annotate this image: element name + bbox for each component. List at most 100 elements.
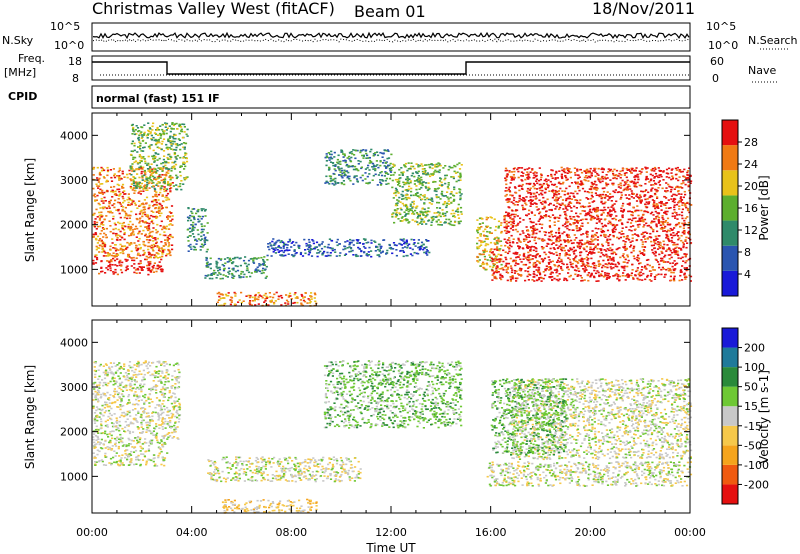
- data-cell: [408, 185, 411, 188]
- data-cell: [228, 257, 232, 260]
- data-cell: [155, 255, 158, 257]
- data-cell: [535, 172, 538, 174]
- data-cell: [490, 268, 494, 271]
- data-cell: [518, 274, 521, 276]
- data-cell: [170, 170, 173, 172]
- data-cell: [123, 176, 126, 178]
- data-cell: [268, 292, 271, 294]
- data-cell: [596, 247, 599, 250]
- data-cell: [611, 224, 614, 227]
- data-cell: [537, 220, 540, 222]
- data-cell: [183, 123, 186, 126]
- data-cell: [534, 261, 537, 264]
- data-cell: [516, 204, 519, 206]
- data-cell: [304, 292, 307, 294]
- data-cell: [404, 246, 407, 248]
- data-cell: [668, 258, 671, 260]
- data-cell: [146, 137, 149, 139]
- data-cell: [605, 183, 608, 186]
- data-cell: [406, 181, 409, 184]
- data-cell: [668, 230, 671, 232]
- data-cell: [597, 167, 600, 170]
- data-cell: [569, 248, 572, 251]
- data-cell: [645, 201, 648, 203]
- data-cell: [227, 267, 231, 270]
- data-cell: [541, 260, 544, 263]
- data-cell: [583, 206, 586, 208]
- data-cell: [604, 234, 607, 236]
- data-cell: [94, 233, 97, 236]
- data-cell: [527, 267, 530, 269]
- data-cell: [356, 240, 359, 242]
- data-cell: [551, 260, 554, 263]
- data-cell: [375, 245, 378, 248]
- data-cell: [186, 128, 189, 131]
- data-cell: [563, 231, 566, 233]
- data-cell: [543, 231, 546, 233]
- data-cell: [612, 190, 615, 192]
- data-cell: [161, 123, 164, 126]
- data-cell: [512, 218, 515, 220]
- data-cell: [513, 176, 516, 179]
- data-cell: [145, 255, 148, 258]
- data-cell: [595, 189, 598, 191]
- data-cell: [667, 269, 670, 272]
- data-cell: [423, 221, 426, 223]
- data-cell: [132, 184, 136, 187]
- data-cell: [460, 193, 463, 195]
- data-cell: [309, 295, 312, 297]
- data-cell: [386, 157, 389, 160]
- data-cell: [446, 202, 449, 205]
- data-cell: [555, 240, 558, 243]
- data-cell: [672, 193, 675, 196]
- data-cell: [139, 254, 142, 257]
- data-cell: [420, 198, 423, 201]
- data-cell: [637, 260, 640, 262]
- data-cell: [232, 267, 235, 270]
- data-cell: [621, 274, 624, 277]
- data-cell: [257, 296, 260, 298]
- data-cell: [613, 177, 616, 179]
- data-cell: [563, 168, 566, 171]
- data-cell: [152, 211, 155, 213]
- data-cell: [132, 176, 135, 179]
- data-cell: [483, 255, 486, 258]
- data-cell: [536, 209, 539, 211]
- data-cell: [663, 243, 666, 246]
- data-cell: [340, 169, 344, 172]
- data-cell: [231, 274, 234, 276]
- data-cell: [658, 247, 662, 249]
- data-cell: [151, 248, 154, 251]
- data-cell: [167, 248, 170, 251]
- data-cell: [498, 268, 501, 270]
- data-cell: [653, 170, 656, 172]
- data-cell: [544, 200, 547, 203]
- data-cell: [105, 179, 108, 182]
- data-cell: [296, 297, 299, 299]
- data-cell: [478, 239, 481, 242]
- data-cell: [448, 218, 451, 221]
- data-cell: [129, 178, 132, 180]
- data-cell: [546, 198, 549, 201]
- data-cell: [442, 203, 445, 206]
- data-cell: [230, 299, 233, 302]
- data-cell: [104, 244, 107, 246]
- data-cell: [308, 241, 311, 243]
- data-cell: [558, 254, 561, 257]
- data-cell: [496, 265, 499, 267]
- data-cell: [101, 242, 105, 245]
- data-cell: [239, 257, 242, 259]
- data-cell: [623, 265, 626, 268]
- data-cell: [682, 245, 685, 247]
- data-cell: [620, 174, 623, 176]
- data-cell: [307, 238, 311, 241]
- data-cell: [237, 301, 240, 303]
- data-cell: [656, 230, 659, 233]
- data-cell: [558, 257, 561, 259]
- data-cell: [208, 277, 211, 280]
- data-cell: [607, 262, 610, 264]
- data-cell: [294, 297, 297, 299]
- data-cell: [665, 230, 669, 233]
- data-cell: [391, 252, 394, 255]
- data-cell: [643, 190, 647, 193]
